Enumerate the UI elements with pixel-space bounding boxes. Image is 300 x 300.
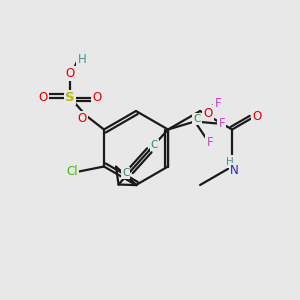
Text: F: F xyxy=(214,97,221,110)
Text: F: F xyxy=(206,136,213,149)
Text: H: H xyxy=(78,53,86,66)
Text: O: O xyxy=(92,91,102,104)
Text: S: S xyxy=(65,91,75,104)
Text: F: F xyxy=(218,117,225,130)
Text: Cl: Cl xyxy=(66,165,78,178)
Text: O: O xyxy=(65,67,75,80)
Text: O: O xyxy=(203,106,213,119)
Text: H: H xyxy=(226,157,234,166)
Text: C: C xyxy=(193,115,200,124)
Text: N: N xyxy=(230,164,239,177)
Text: C: C xyxy=(151,140,158,150)
Text: O: O xyxy=(77,112,87,125)
Text: O: O xyxy=(38,91,48,104)
Text: C: C xyxy=(122,168,129,178)
Text: O: O xyxy=(253,110,262,123)
